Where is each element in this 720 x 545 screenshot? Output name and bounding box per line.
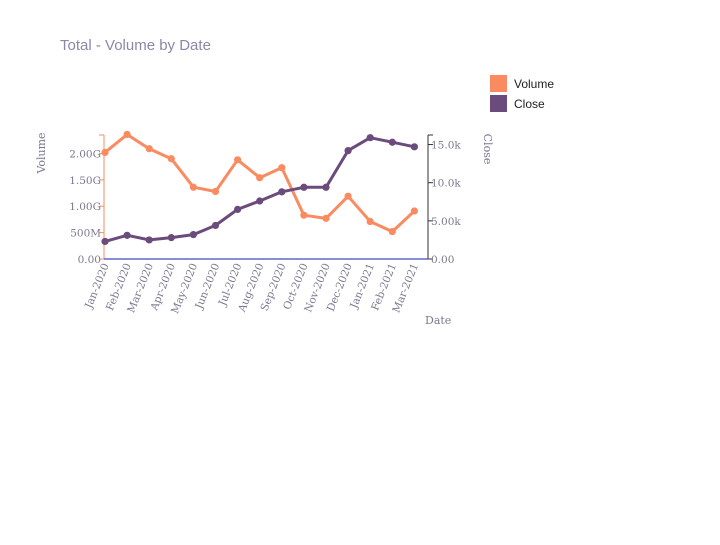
legend-label-volume: Volume xyxy=(514,77,554,91)
legend-swatch-close xyxy=(490,95,507,112)
y-left-tick-label: 1.00G xyxy=(69,201,101,213)
data-point-close xyxy=(234,205,242,213)
y-right-tick-label: 15.0k xyxy=(431,140,461,152)
data-point-close xyxy=(344,147,352,155)
data-point-close xyxy=(410,143,418,151)
data-point-volume xyxy=(145,145,153,153)
data-point-volume xyxy=(278,164,286,172)
data-point-volume xyxy=(234,156,242,164)
legend-swatch-volume xyxy=(490,75,507,92)
data-point-volume xyxy=(410,207,418,215)
data-point-close xyxy=(101,237,109,246)
series-line-close xyxy=(103,136,416,243)
series-points xyxy=(101,130,418,246)
y-right-tick-label: 5.00k xyxy=(431,216,461,228)
data-point-volume xyxy=(256,174,264,182)
data-point-close xyxy=(300,183,308,191)
y-left-tick-label: 500M xyxy=(70,228,101,240)
axes: 0.00 500M 1.00G 1.50G 2.00G 0.00 5.00k 10.0k 15.… xyxy=(35,132,494,327)
data-point-close xyxy=(278,188,286,196)
data-point-close xyxy=(189,230,197,239)
data-point-volume xyxy=(344,192,352,200)
y-right-tick-label: 0.00 xyxy=(431,254,454,266)
data-point-volume xyxy=(366,217,374,226)
y-right-tick-label: 10.0k xyxy=(431,178,461,190)
data-point-close xyxy=(167,234,175,242)
x-axis-title: Date xyxy=(425,314,451,327)
data-point-close xyxy=(123,231,131,239)
data-point-close xyxy=(322,183,330,191)
legend-label-close: Close xyxy=(514,97,545,111)
data-point-volume xyxy=(189,183,197,191)
legend: Volume Close xyxy=(490,75,554,112)
y-left-tick-label: 2.00G xyxy=(69,148,101,160)
data-point-volume xyxy=(388,227,396,236)
data-point-volume xyxy=(300,211,308,219)
data-point-close xyxy=(145,236,153,244)
data-point-close xyxy=(211,221,220,230)
data-point-volume xyxy=(123,130,131,139)
y-axis-right-title: Close xyxy=(481,134,494,165)
data-point-close xyxy=(388,138,396,146)
data-point-volume xyxy=(167,155,175,163)
data-point-volume xyxy=(211,187,220,196)
y-left-tick-label: 1.50G xyxy=(69,175,101,187)
y-left-tick-label: 0.00 xyxy=(78,254,101,266)
data-point-close xyxy=(256,197,264,205)
y-axis-left-title: Volume xyxy=(35,132,48,174)
data-point-close xyxy=(366,134,374,142)
data-point-volume xyxy=(322,214,330,222)
chart-title: Total - Volume by Date xyxy=(60,37,211,54)
data-point-volume xyxy=(101,148,109,157)
